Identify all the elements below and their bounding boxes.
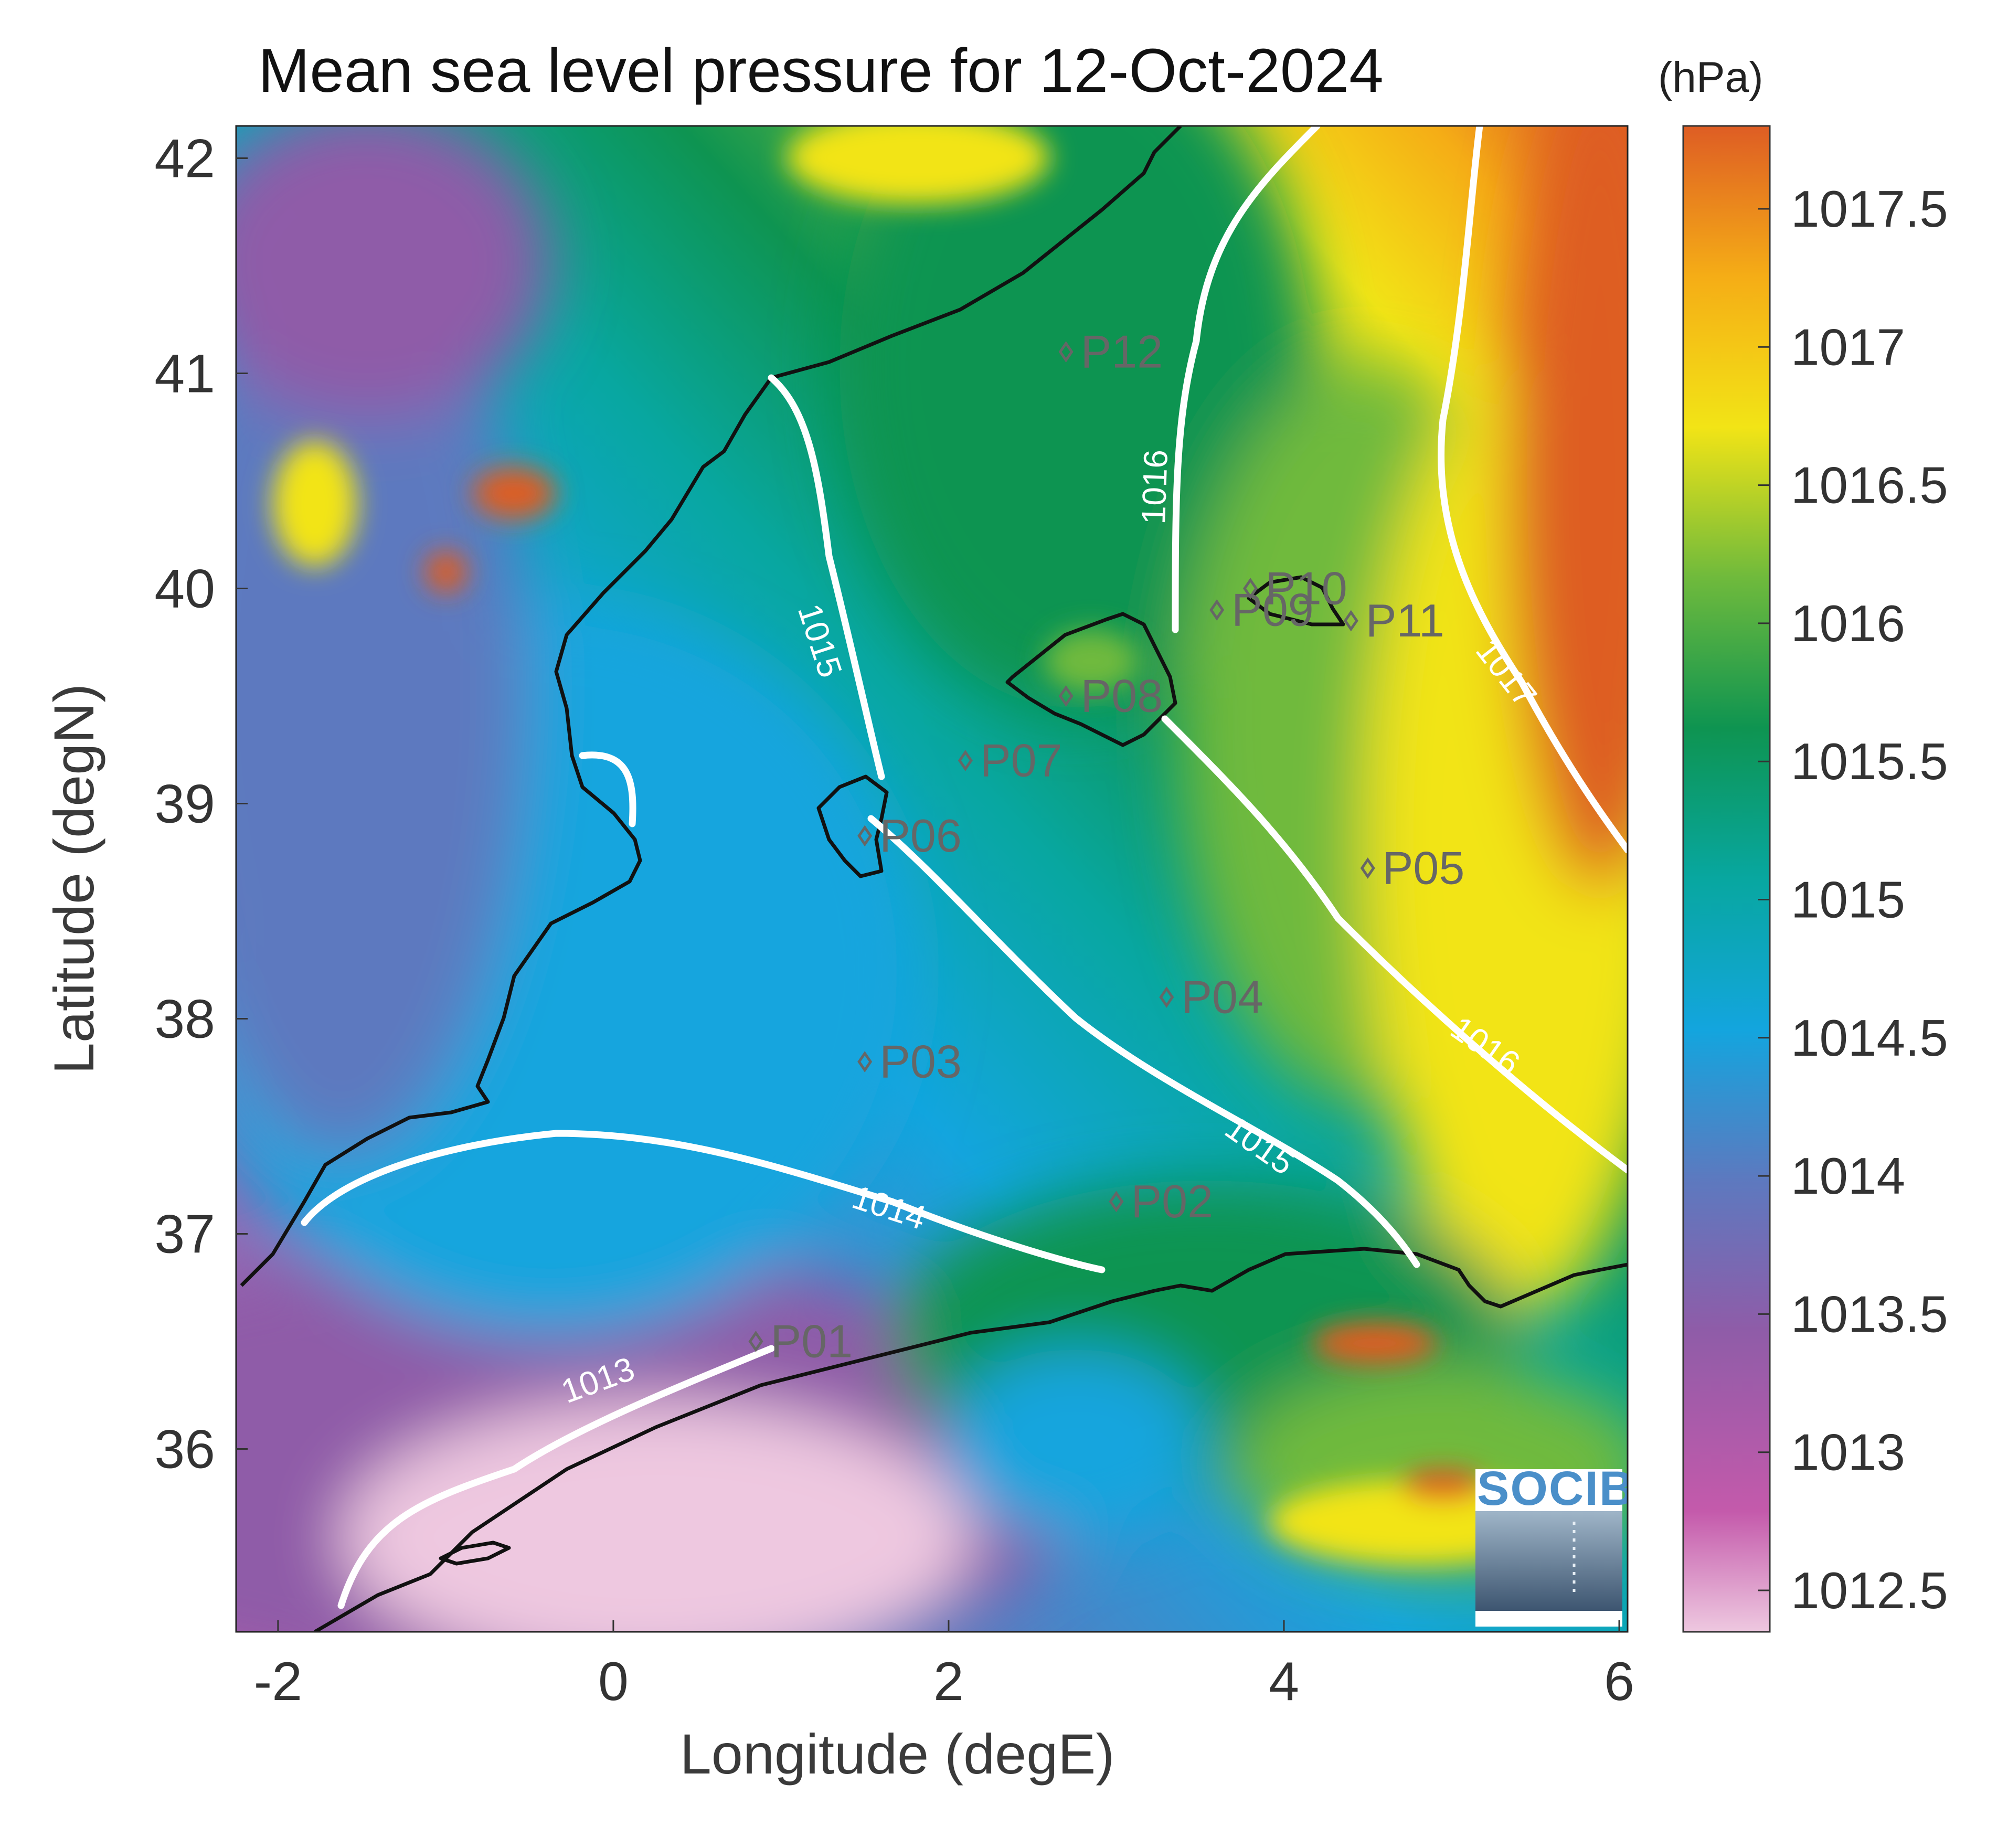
station-marker xyxy=(748,1331,763,1352)
colorbar-tick-label: 1015 xyxy=(1791,870,1905,928)
station-marker xyxy=(857,1051,873,1072)
station-marker xyxy=(958,750,973,771)
isobar-1015-pocket xyxy=(579,751,636,827)
station-label: P11 xyxy=(1366,594,1444,646)
station-marker xyxy=(1343,610,1358,632)
isobars xyxy=(301,126,1628,1609)
station-label: P07 xyxy=(980,735,1063,787)
isobar-1014 xyxy=(301,1130,1106,1273)
y-tick-label: 40 xyxy=(154,559,215,620)
isobar-label-1016: 1016 xyxy=(1134,449,1175,525)
pressure-map: 1013 1014 1015 1015 1016 1016 1017 P01P0… xyxy=(236,126,1635,1632)
colorbar-tick-label: 1017.5 xyxy=(1791,180,1948,238)
station-label: P08 xyxy=(1081,670,1163,722)
station-point-p02: P02 xyxy=(1109,1175,1213,1227)
x-tick-label: -2 xyxy=(254,1651,302,1712)
colorbar-tick-label: 1013.5 xyxy=(1791,1285,1948,1343)
station-marker xyxy=(1243,578,1258,599)
station-label: P03 xyxy=(879,1036,962,1088)
colorbar-gradient xyxy=(1682,125,1771,1633)
station-label: P05 xyxy=(1383,842,1465,894)
colorbar-tick-label: 1016 xyxy=(1791,594,1905,652)
station-marker xyxy=(1058,341,1074,363)
y-axis-label: Latitude (degN) xyxy=(42,684,105,1074)
station-marker xyxy=(1209,599,1225,621)
isobar-1013 xyxy=(337,1345,775,1609)
station-point-p11: P11 xyxy=(1343,594,1444,646)
station-point-p12: P12 xyxy=(1058,326,1163,378)
station-label: P09 xyxy=(1231,584,1314,636)
isobar-1015 xyxy=(768,374,1420,1268)
station-marker xyxy=(1109,1191,1124,1213)
station-label: P06 xyxy=(879,810,962,862)
station-marker xyxy=(1058,685,1074,707)
station-point-p04: P04 xyxy=(1159,971,1263,1023)
colorbar-tick-label: 1015.5 xyxy=(1791,732,1948,790)
isobar-1016 xyxy=(1161,126,1628,1174)
station-marker xyxy=(1159,986,1174,1008)
x-axis-ticks: -2 0 2 4 6 xyxy=(254,1620,1634,1712)
station-label: P01 xyxy=(771,1315,853,1367)
socib-logo-text: SOCIB xyxy=(1477,1462,1635,1515)
x-tick-label: 6 xyxy=(1604,1651,1634,1712)
x-tick-label: 2 xyxy=(933,1651,964,1712)
map-frame xyxy=(235,125,1629,1633)
station-label: P04 xyxy=(1181,971,1263,1023)
station-point-p05: P05 xyxy=(1360,842,1465,894)
station-label: P02 xyxy=(1131,1175,1213,1227)
y-tick-label: 36 xyxy=(154,1419,215,1480)
colorbar-tick-label: 1012.5 xyxy=(1791,1562,1948,1619)
y-tick-label: 41 xyxy=(154,344,215,405)
station-point-p06: P06 xyxy=(857,810,962,862)
colorbar: 1017.5 1017 1016.5 1016 1015.5 1015 1014.5 1014… xyxy=(1682,125,1948,1633)
y-axis-ticks: 42 41 40 39 38 37 36 xyxy=(154,129,248,1480)
coastlines xyxy=(240,126,1628,1632)
chart-title: Mean sea level pressure for 12-Oct-2024 xyxy=(258,36,1384,105)
station-point-p08: P08 xyxy=(1058,670,1163,722)
socib-logo: SOCIB xyxy=(1475,1462,1635,1627)
colorbar-ticks: 1017.5 1017 1016.5 1016 1015.5 1015 1014.5 1014… xyxy=(1758,180,1948,1619)
y-tick-label: 37 xyxy=(154,1204,215,1265)
station-point-p03: P03 xyxy=(857,1036,962,1088)
colorbar-tick-label: 1014.5 xyxy=(1791,1009,1948,1067)
x-axis-label: Longitude (degE) xyxy=(680,1722,1115,1786)
station-label: P10 xyxy=(1265,562,1347,614)
station-marker xyxy=(857,825,873,847)
station-point-p07: P07 xyxy=(958,735,1063,787)
station-marker xyxy=(1360,857,1375,879)
x-tick-label: 0 xyxy=(598,1651,629,1712)
colorbar-tick-label: 1017 xyxy=(1791,318,1905,376)
station-label: P12 xyxy=(1081,326,1163,378)
colorbar-tick-label: 1014 xyxy=(1791,1147,1905,1205)
colorbar-tick-label: 1013 xyxy=(1791,1424,1905,1481)
isobar-1017 xyxy=(1438,126,1628,854)
colorbar-tick-label: 1016.5 xyxy=(1791,456,1948,514)
station-point-p01: P01 xyxy=(748,1315,853,1367)
station-point-p09: P09 xyxy=(1209,584,1314,636)
colorbar-unit: (hPa) xyxy=(1658,54,1763,101)
station-point-p10: P10 xyxy=(1243,562,1347,614)
y-tick-label: 42 xyxy=(154,129,215,189)
y-tick-label: 38 xyxy=(154,989,215,1050)
y-tick-label: 39 xyxy=(154,774,215,835)
x-tick-label: 4 xyxy=(1269,1651,1299,1712)
